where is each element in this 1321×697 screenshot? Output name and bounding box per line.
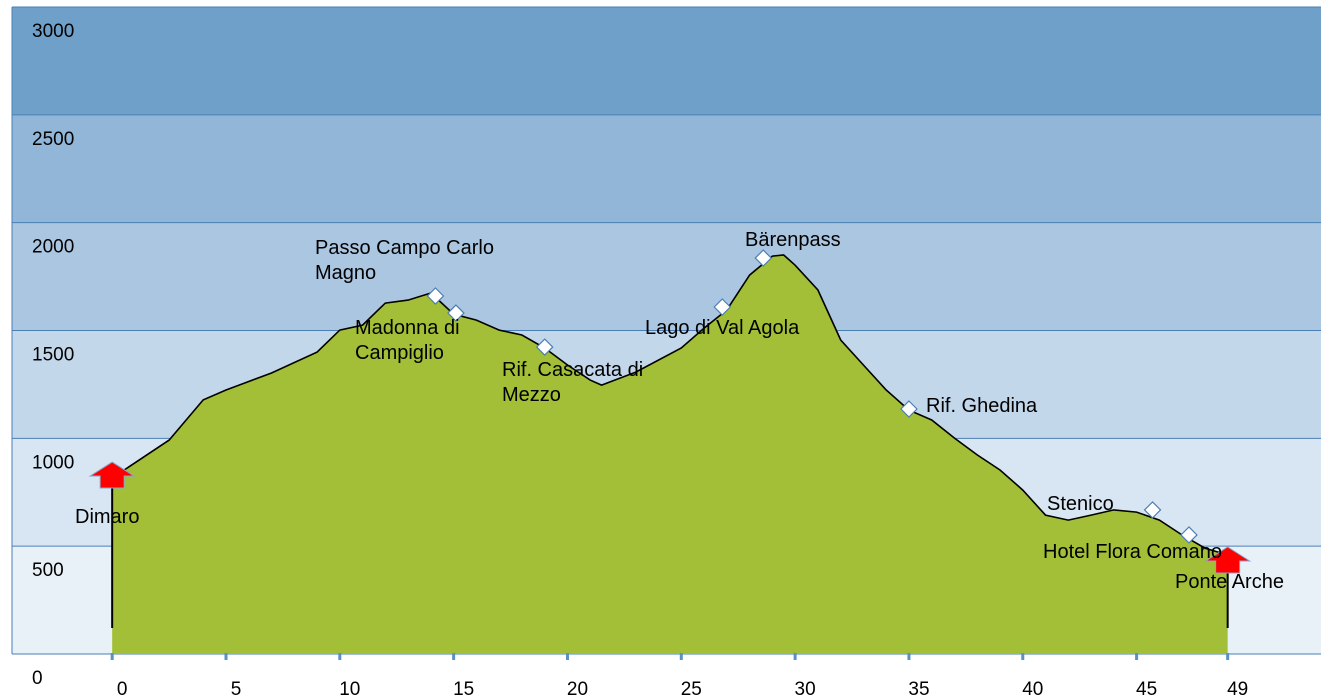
y-tick-label: 2000 — [32, 237, 74, 258]
elevation-line — [111, 254, 1228, 556]
waypoint-marker — [535, 338, 554, 356]
annotation-label: Passo Campo Carlo Magno — [315, 237, 494, 284]
x-tick-label: 45 — [1136, 679, 1157, 697]
band — [12, 7, 1321, 115]
band — [12, 222, 1321, 331]
x-tick-label: 10 — [339, 679, 360, 697]
y-tick-label: 0 — [32, 668, 43, 689]
endpoint-marker — [1203, 546, 1252, 574]
y-tick-label: 1500 — [32, 345, 74, 366]
annotation-label: Rif. Casacata di Mezzo — [502, 359, 644, 406]
annotation-label: Rif. Ghedina — [926, 395, 1038, 417]
y-tick-label: 500 — [32, 560, 64, 581]
x-tick-label: 49 — [1227, 679, 1248, 697]
elevation-area — [112, 255, 1228, 654]
annotation-label: Hotel Flora Comano — [1043, 541, 1222, 563]
annotation-label: Madonna di Campiglio — [355, 317, 460, 364]
x-tick-label: 30 — [795, 679, 816, 697]
waypoint-marker — [426, 287, 445, 305]
waypoint-marker — [1143, 501, 1162, 519]
y-tick-label: 2500 — [32, 129, 74, 150]
y-tick-label: 1000 — [32, 452, 74, 473]
endpoint-marker — [88, 461, 136, 489]
waypoint-marker — [900, 400, 918, 418]
annotation-label: Dimaro — [75, 506, 140, 528]
x-tick-label: 40 — [1022, 679, 1043, 697]
x-tick-label: 20 — [567, 679, 588, 697]
annotation-label: Stenico — [1047, 493, 1114, 515]
annotation-label: Bärenpass — [745, 229, 841, 251]
waypoint-marker — [1180, 526, 1198, 544]
x-tick-label: 5 — [231, 679, 242, 697]
x-tick-label: 25 — [681, 679, 702, 697]
waypoint-marker — [447, 304, 465, 322]
annotation-label: Lago di Val Agola — [645, 317, 800, 339]
annotation-label: Ponte Arche — [1175, 571, 1284, 593]
x-tick-label: 0 — [117, 679, 128, 697]
waypoint-marker — [754, 249, 773, 267]
x-tick-label: 15 — [453, 679, 474, 697]
band — [12, 114, 1321, 223]
waypoint-marker — [713, 298, 732, 316]
x-tick-label: 35 — [908, 679, 929, 697]
y-tick-label: 3000 — [32, 21, 74, 42]
